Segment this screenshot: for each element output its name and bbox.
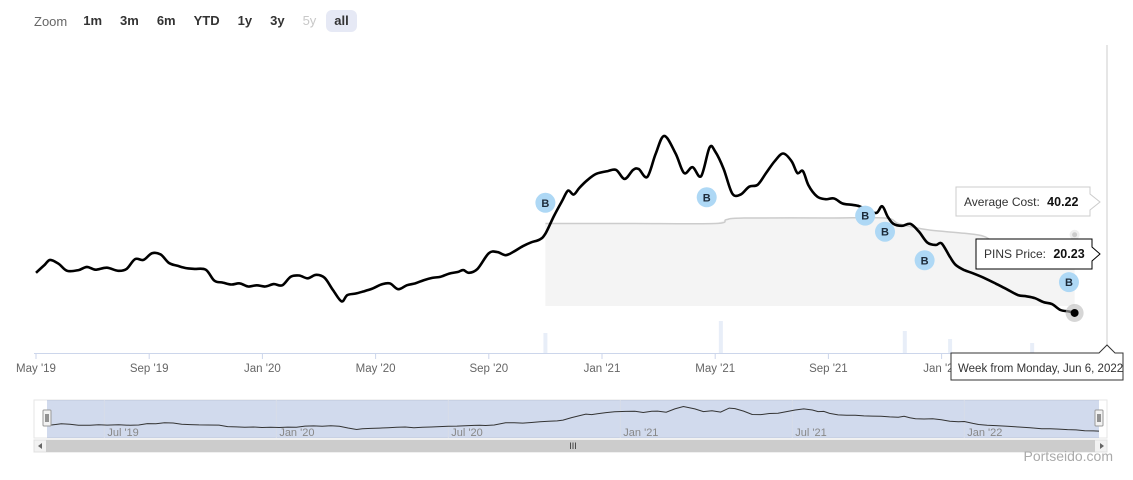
navigator-right-handle[interactable] [1094,409,1104,427]
zoom-1m-button[interactable]: 1m [83,13,103,28]
navigator-tick-label: Jul '21 [795,427,826,439]
navigator[interactable]: Jul '19 Jan '20 Jul '20 Jan '21 Jul '21 Jan '… [33,399,1108,453]
buy-marker-label: B [861,211,869,223]
avg-cost-value: 40.22 [1047,195,1078,209]
volume-bar [718,321,723,353]
navigator-tick-label: Jan '22 [967,427,1002,439]
buy-marker[interactable]: B [696,187,717,208]
zoom-6m-button[interactable]: 6m [156,13,176,28]
range-selector: Zoom 1m 3m 6m YTD 1y 3y 5y all [34,10,359,32]
buy-marker-bubble [535,192,556,213]
avg-cost-tooltip: Average Cost: 40.22 [955,186,1101,217]
price-value: 20.23 [1053,247,1084,261]
navigator-selection[interactable] [47,400,1099,438]
buy-marker-bubble [875,221,895,242]
handle-body [1094,409,1104,427]
navigator-tick-label: Jan '21 [623,427,658,439]
x-tick-label: Sep '19 [130,363,169,375]
buy-marker-bubble [1058,272,1079,293]
scroll-left-arrow-icon[interactable] [38,443,42,449]
volume-bar [543,333,548,353]
buy-marker-label: B [881,227,889,239]
watermark: Portseido.com [1023,448,1113,464]
buy-marker-bubble [696,187,717,208]
buy-marker[interactable]: B [1058,272,1079,293]
zoom-all-button[interactable]: all [326,10,357,32]
navigator-tick-label: Jul '19 [107,427,138,439]
zoom-ytd-button[interactable]: YTD [193,13,220,28]
navigator-series [46,405,1100,432]
buy-marker-label: B [1065,277,1073,289]
navigator-tick-label: Jan '20 [279,427,314,439]
x-tick-label: Sep '21 [809,363,848,375]
navigator-left-handle[interactable] [42,409,52,427]
date-label: Week from Monday, Jun 6, 2022 [958,363,1123,375]
avg-cost-area [545,218,1075,306]
volume-bar [1030,343,1035,353]
zoom-label: Zoom [34,13,68,29]
x-tick-label: Jan '20 [244,363,281,375]
x-axis: May '19 Sep '19 Jan '20 May '20 Sep '20 Jan '… [16,353,1107,375]
x-tick-label: May '21 [695,363,735,375]
x-tick-label: May '19 [16,363,56,375]
zoom-5y-button: 5y [302,13,317,28]
tooltip: Average Cost: 40.22 PINS Price: 20.23 We… [950,186,1124,381]
svg-text:PINS Price: 20.23: PINS Price: 20.23 [984,247,1085,261]
svg-text:Average Cost: 40.22: Average Cost: 40.22 [964,195,1079,209]
avg-cost-label: Average Cost: [964,195,1040,209]
x-tick-label: Jan '21 [584,363,621,375]
price-label: PINS Price: [984,247,1046,261]
buy-marker-label: B [703,192,711,204]
zoom-1y-button[interactable]: 1y [237,13,253,28]
scrollbar-grip: III [569,441,577,451]
scroll-right-arrow-icon[interactable] [1100,443,1104,449]
zoom-3m-button[interactable]: 3m [120,13,139,28]
price-tooltip: PINS Price: 20.23 [975,238,1101,270]
buy-marker-bubble [855,205,876,226]
price-line [35,134,1076,315]
date-tooltip: Week from Monday, Jun 6, 2022 [950,344,1124,381]
handle-body [42,409,52,427]
buy-marker-label: B [921,255,929,267]
buy-marker[interactable]: B [535,192,556,213]
price-point [1070,308,1079,317]
volume-bar [948,339,953,353]
buy-marker[interactable]: B [855,205,876,226]
scrollbar-thumb[interactable] [46,440,1095,452]
avg-cost-point [1072,232,1078,238]
navigator-tick-label: Jul '20 [451,427,482,439]
zoom-3y-button[interactable]: 3y [270,13,285,28]
volume-bar [902,331,907,353]
buy-marker[interactable]: B [914,250,935,271]
buy-marker-label: B [541,198,549,210]
plot-area [543,45,1108,353]
x-tick-label: May '20 [356,363,396,375]
x-tick-label: Sep '20 [469,363,508,375]
buy-marker-bubble [914,250,935,271]
buy-marker[interactable]: B [875,221,895,242]
